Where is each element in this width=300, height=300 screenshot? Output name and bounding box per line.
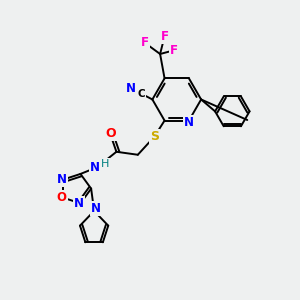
Text: C: C bbox=[137, 88, 145, 98]
Text: N: N bbox=[126, 82, 136, 95]
Text: F: F bbox=[141, 36, 148, 49]
Text: S: S bbox=[150, 130, 159, 143]
Text: N: N bbox=[184, 116, 194, 129]
Text: N: N bbox=[91, 202, 100, 215]
Text: O: O bbox=[57, 191, 67, 204]
Text: H: H bbox=[101, 159, 110, 169]
Text: N: N bbox=[90, 161, 100, 174]
Text: N: N bbox=[74, 197, 84, 210]
Text: N: N bbox=[57, 173, 67, 186]
Text: O: O bbox=[106, 127, 116, 140]
Text: F: F bbox=[169, 44, 178, 57]
Text: F: F bbox=[160, 30, 169, 43]
